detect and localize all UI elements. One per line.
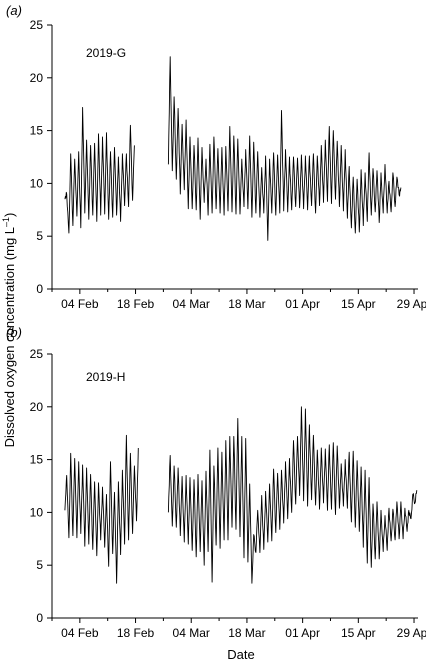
panel-a: (a) 2019-G 0 5 10 15 20 25 04 Feb 18 Feb 04 Mar… xyxy=(6,3,426,311)
panel-a-y-tick-label: 5 xyxy=(36,229,43,243)
panel-a-title: 2019-G xyxy=(86,46,126,60)
panel-b-x-tick-label: 18 Mar xyxy=(228,626,265,640)
panel-b-x-tick-label: 01 Apr xyxy=(285,626,320,640)
panel-a-x-tick-label: 15 Apr xyxy=(341,297,376,311)
panel-a-y-axis: 0 5 10 15 20 25 xyxy=(30,18,52,296)
panel-b-x-tick-label: 04 Feb xyxy=(61,626,99,640)
panel-a-x-tick-label: 18 Mar xyxy=(228,297,265,311)
panel-b-series-line xyxy=(64,434,139,584)
panel-b-y-tick-label: 25 xyxy=(30,347,44,361)
panel-b-series xyxy=(64,406,418,584)
panel-b-y-tick-label: 15 xyxy=(30,453,44,467)
panel-a-y-tick-label: 10 xyxy=(30,176,44,190)
panel-b-x-axis: 04 Feb 18 Feb 04 Mar 18 Mar 01 Apr 15 Apr 29 A… xyxy=(51,618,426,640)
panel-a-letter: (a) xyxy=(6,3,22,18)
panel-b-y-tick-label: 10 xyxy=(30,505,44,519)
panel-a-y-tick-label: 25 xyxy=(30,18,44,32)
panel-a-y-tick-label: 20 xyxy=(30,71,44,85)
panel-b-x-tick-label: 15 Apr xyxy=(341,626,376,640)
panel-a-series-line xyxy=(167,56,402,241)
panel-a-x-axis: 04 Feb 18 Feb 04 Mar 18 Mar 01 Apr 15 Apr 29 A… xyxy=(51,289,426,311)
panel-a-y-tick-label: 15 xyxy=(30,124,44,138)
panel-b-y-tick-label: 20 xyxy=(30,400,44,414)
x-axis-title: Date xyxy=(227,647,254,662)
panel-b-y-axis: 0 5 10 15 20 25 xyxy=(30,347,52,625)
y-axis-title: Dissolved oxygen concentration (mg L–1) xyxy=(1,213,17,448)
panel-b-letter: (b) xyxy=(6,325,22,340)
panel-b-title: 2019-H xyxy=(86,370,125,384)
panel-a-x-tick-label: 04 Mar xyxy=(173,297,210,311)
panel-a-x-tick-label: 18 Feb xyxy=(117,297,155,311)
panel-a-x-tick-label: 01 Apr xyxy=(285,297,320,311)
panel-b-series-line xyxy=(167,406,418,584)
panel-a-x-tick-label: 29 Apr xyxy=(397,297,426,311)
panel-b-y-tick-label: 5 xyxy=(36,558,43,572)
panel-b-x-tick-label: 04 Mar xyxy=(173,626,210,640)
panel-b-x-tick-label: 18 Feb xyxy=(117,626,155,640)
panel-a-x-tick-label: 04 Feb xyxy=(61,297,99,311)
panel-a-y-tick-label: 0 xyxy=(36,282,43,296)
panel-b-y-tick-label: 0 xyxy=(36,611,43,625)
panel-b-x-tick-label: 29 Apr xyxy=(397,626,426,640)
panel-a-series-line xyxy=(64,106,135,234)
panel-a-series xyxy=(64,56,402,241)
panel-b: (b) 2019-H 0 5 10 15 20 25 04 Feb 18 Feb 04 Mar… xyxy=(6,325,426,640)
